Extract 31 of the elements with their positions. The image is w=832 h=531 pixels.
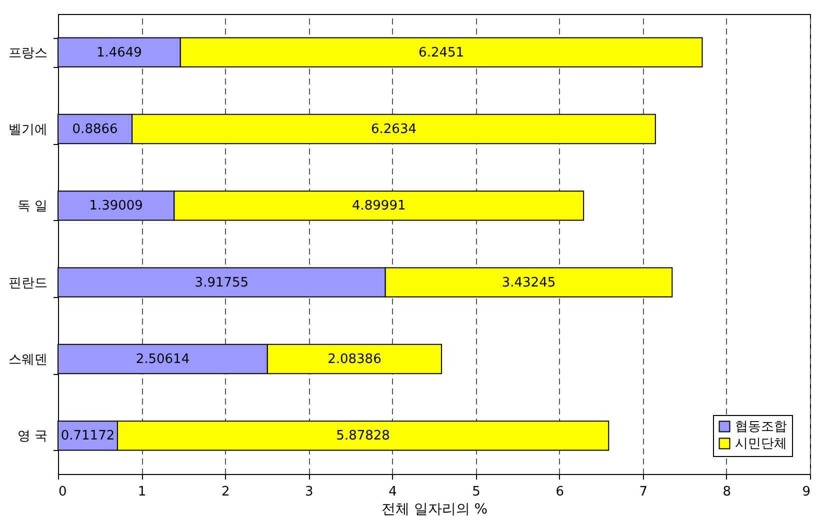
y-tick-label: 스웨덴 xyxy=(8,352,48,368)
data-label: 3.43245 xyxy=(502,275,556,290)
x-tick-label: 3 xyxy=(305,484,314,500)
data-label: 1.4649 xyxy=(96,45,142,60)
x-tick-label: 6 xyxy=(556,484,564,500)
y-tick-label: 프랑스 xyxy=(8,46,48,61)
y-tick-label: 영 국 xyxy=(17,429,48,444)
data-label: 2.08386 xyxy=(328,352,382,367)
x-tick-label: 9 xyxy=(802,484,810,500)
data-label: 6.2451 xyxy=(418,45,464,60)
data-label: 3.91755 xyxy=(194,275,249,290)
y-tick-label: 핀란드 xyxy=(8,276,48,291)
data-label: 4.89991 xyxy=(352,198,406,214)
x-tick-label: 0 xyxy=(58,484,67,500)
data-label: 1.39009 xyxy=(89,198,143,214)
x-tick-label: 2 xyxy=(221,484,230,500)
legend-label: 시민단체 xyxy=(735,436,787,452)
y-tick-label: 독 일 xyxy=(17,199,48,214)
x-tick-label: 5 xyxy=(472,484,480,500)
x-tick-label: 1 xyxy=(138,484,146,500)
x-tick-label: 4 xyxy=(388,484,397,500)
x-tick-label: 8 xyxy=(722,484,732,500)
data-label: 0.8866 xyxy=(72,122,118,137)
data-label: 2.50614 xyxy=(136,352,190,367)
x-axis-title: 전체 일자리의 % xyxy=(381,502,488,518)
y-tick-label: 벨기에 xyxy=(8,122,48,138)
data-label: 6.2634 xyxy=(371,122,416,137)
data-label: 5.87828 xyxy=(336,428,390,444)
x-tick-label: 7 xyxy=(639,484,648,500)
legend-label: 협동조합 xyxy=(735,420,787,434)
data-label: 0.71172 xyxy=(60,428,115,444)
